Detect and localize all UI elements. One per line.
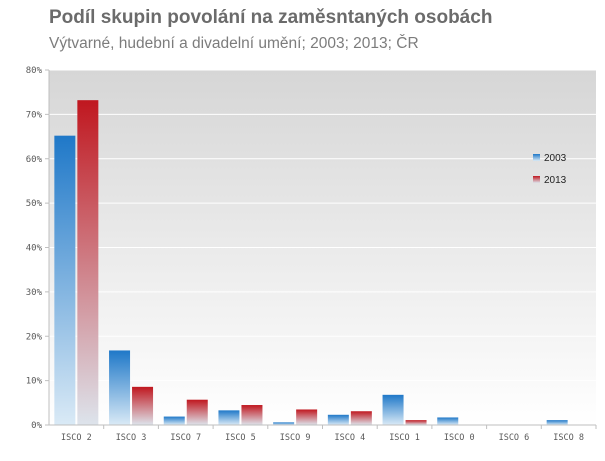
y-tick-label: 70% bbox=[26, 110, 43, 120]
legend: 2003 2013 bbox=[533, 153, 567, 186]
legend-label-2003: 2003 bbox=[544, 153, 567, 164]
bar-2013-isco-3 bbox=[132, 386, 154, 425]
bar-2013-isco-5 bbox=[241, 405, 263, 425]
bar-2003-isco-0 bbox=[437, 417, 459, 425]
bar-2003-isco-8 bbox=[546, 420, 568, 425]
bar-2003-isco-9 bbox=[273, 422, 295, 425]
x-tick-label: ISCO 2 bbox=[61, 433, 92, 443]
bar-2003-isco-2 bbox=[54, 135, 76, 426]
bar-2003-isco-7 bbox=[163, 416, 185, 425]
x-tick-label: ISCO 5 bbox=[225, 433, 256, 443]
x-tick-label: ISCO 3 bbox=[116, 433, 147, 443]
bar-2013-isco-9 bbox=[296, 409, 318, 425]
legend-swatch-2003 bbox=[533, 154, 540, 161]
x-tick-label: ISCO 0 bbox=[444, 433, 475, 443]
y-tick-label: 50% bbox=[26, 199, 43, 209]
chart-subtitle: Výtvarné, hudební a divadelní umění; 200… bbox=[49, 35, 419, 52]
bars bbox=[54, 100, 568, 426]
y-tick-label: 40% bbox=[26, 244, 43, 254]
bar-2003-isco-4 bbox=[327, 414, 349, 425]
y-tick-label: 10% bbox=[26, 377, 43, 387]
bar-2003-isco-3 bbox=[109, 350, 131, 425]
bar-2003-isco-1 bbox=[382, 394, 404, 425]
y-tick-label: 80% bbox=[26, 66, 43, 76]
legend-swatch-2013 bbox=[533, 176, 540, 183]
x-tick-label: ISCO 6 bbox=[499, 433, 530, 443]
bar-2013-isco-7 bbox=[186, 399, 208, 425]
y-tick-label: 30% bbox=[26, 288, 43, 298]
x-tick-label: ISCO 7 bbox=[170, 433, 201, 443]
x-tick-label: ISCO 4 bbox=[334, 433, 365, 443]
grid bbox=[49, 69, 596, 382]
axes: 0% 10% 20% 30% 40% 50% 60% 70% 80% ISCO 2 ISCO 3 IS… bbox=[26, 66, 597, 443]
y-tick-label: 20% bbox=[26, 332, 43, 342]
bar-2013-isco-4 bbox=[350, 411, 372, 425]
chart-title: Podíl skupin povolání na zaměsntaných os… bbox=[49, 7, 493, 28]
y-tick-label: 0% bbox=[31, 421, 42, 431]
x-tick-label: ISCO 8 bbox=[553, 433, 584, 443]
legend-label-2013: 2013 bbox=[544, 175, 567, 186]
bar-2013-isco-2 bbox=[77, 100, 99, 426]
x-tick-label: ISCO 9 bbox=[280, 433, 311, 443]
x-tick-label: ISCO 1 bbox=[389, 433, 420, 443]
bar-2003-isco-5 bbox=[218, 410, 240, 425]
bar-2013-isco-1 bbox=[405, 420, 427, 425]
y-tick-label: 60% bbox=[26, 155, 43, 165]
